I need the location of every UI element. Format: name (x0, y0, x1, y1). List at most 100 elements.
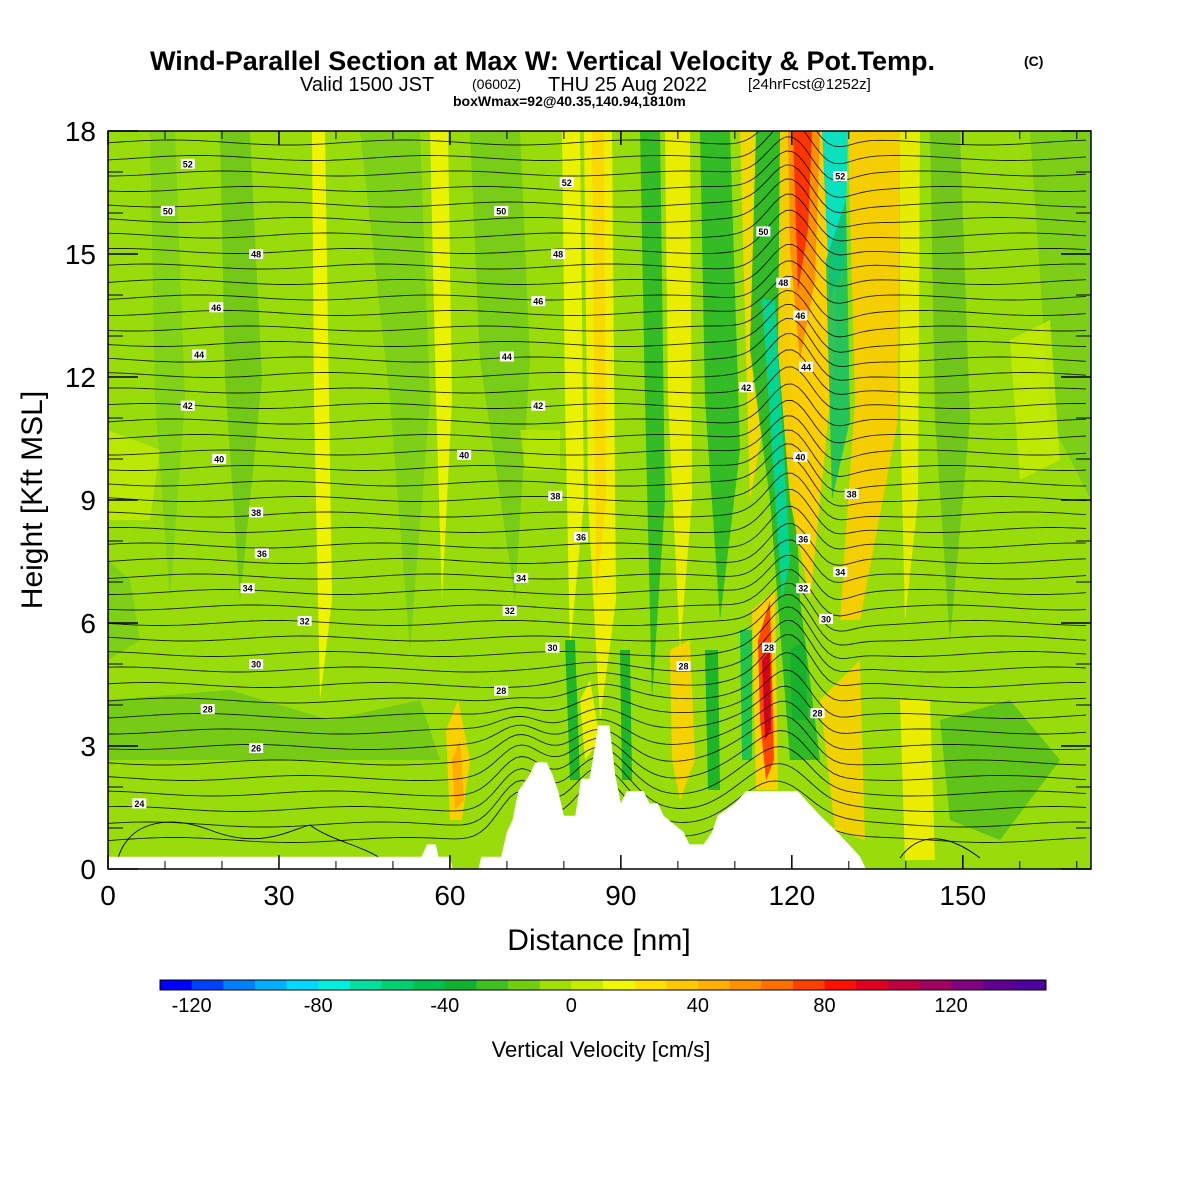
contour-label-bg (209, 302, 224, 313)
colorbar-label: Vertical Velocity [cm/s] (492, 1037, 711, 1062)
contour-label: 50 (758, 227, 768, 237)
contour-label-bg (676, 661, 691, 672)
theta-contour (108, 178, 1087, 228)
theta-contour (108, 488, 1087, 535)
contour-label-bg (756, 226, 771, 237)
contour-label: 28 (764, 643, 774, 653)
y-tick-label: 15 (65, 239, 96, 270)
contour-label: 30 (251, 660, 261, 670)
velocity-band (640, 131, 665, 700)
contour-label-bg (457, 449, 472, 460)
contour-label: 38 (550, 491, 560, 501)
theta-contour (108, 290, 1087, 338)
colorbar-tick-label: 0 (566, 995, 577, 1017)
theta-contour (108, 715, 1087, 766)
y-tick-label: 9 (80, 485, 96, 516)
colorbar-swatch (919, 980, 952, 990)
contour-label: 28 (812, 709, 822, 719)
colorbar-swatch (539, 980, 572, 990)
valid-time: Valid 1500 JST (300, 74, 434, 96)
colorbar-swatch (761, 980, 794, 990)
contour-label-bg (200, 704, 215, 715)
colorbar-swatch (571, 980, 604, 990)
contour-label-bg (494, 205, 509, 216)
contour-label: 36 (257, 549, 267, 559)
contour-label: 44 (502, 352, 512, 362)
colorbar-swatch (318, 980, 351, 990)
theta-contour (108, 226, 1087, 271)
contour-label: 48 (251, 250, 261, 260)
theta-contour (108, 136, 1087, 182)
contour-label: 28 (679, 662, 689, 672)
contour-label-bg (551, 249, 566, 259)
velocity-band (470, 131, 530, 600)
theta-contour (117, 821, 381, 859)
contour-label-bg (132, 798, 147, 809)
contour-label-bg (531, 400, 546, 411)
colorbar-swatch (160, 980, 193, 990)
theta-contour (108, 634, 1087, 688)
contour-label-bg (499, 351, 514, 362)
x-tick-label: 150 (939, 880, 986, 911)
theta-contour (108, 505, 1087, 550)
velocity-band (705, 650, 720, 790)
y-tick-label: 18 (65, 116, 96, 147)
contour-label: 24 (134, 799, 144, 809)
velocity-band (108, 690, 440, 760)
colorbar-swatch (413, 980, 446, 990)
colorbar-swatch (508, 980, 541, 990)
theta-contour (108, 669, 1087, 719)
theta-contour (108, 131, 1087, 165)
colorbar-tick-label: -120 (172, 995, 212, 1017)
velocity-band (565, 640, 580, 780)
colorbar-swatch (254, 980, 288, 990)
contour-label-bg (249, 249, 264, 259)
contour-label-bg (192, 349, 207, 360)
contour-label: 46 (211, 303, 221, 313)
contour-label-bg (844, 488, 859, 499)
theta-contour (108, 260, 1087, 304)
colorbar-swatch (982, 980, 1015, 990)
colorbar-swatch (223, 980, 256, 990)
velocity-band (665, 131, 692, 650)
contour-label: 36 (576, 532, 586, 542)
velocity-band (108, 131, 140, 660)
contour-label: 28 (496, 686, 506, 696)
colorbar-swatch (634, 980, 667, 990)
colorbar-tick-label: 80 (813, 995, 835, 1017)
x-tick-label: 120 (768, 880, 815, 911)
terrain (108, 725, 1091, 869)
contour-label: 46 (533, 297, 543, 307)
velocity-band (750, 131, 820, 760)
contour-label: 34 (516, 573, 526, 583)
colorbar-swatch (286, 980, 319, 990)
contour-label-bg (545, 642, 560, 653)
velocity-band (900, 700, 935, 860)
forecast-info: [24hrFcst@1252z] (748, 76, 871, 93)
colorbar-swatch (444, 980, 477, 990)
theta-contour (108, 303, 1087, 353)
colorbar-swatch (951, 980, 984, 990)
colorbar-swatch (381, 980, 414, 990)
colorbar-swatch (666, 980, 699, 990)
colorbar-swatch (1014, 980, 1047, 990)
theta-contour (108, 131, 1087, 148)
contour-label-bg (793, 451, 808, 462)
theta-contour (108, 472, 1087, 521)
contour-label: 52 (835, 172, 845, 182)
velocity-band (930, 131, 970, 640)
theta-contour (108, 594, 1087, 646)
y-tick-label: 6 (80, 608, 96, 639)
x-tick-label: 60 (434, 880, 465, 911)
theta-contour (108, 606, 1087, 659)
y-tick-label: 12 (65, 362, 96, 393)
x-axis-label: Distance [nm] (507, 924, 690, 957)
contour-label: 34 (835, 567, 845, 577)
contour-label-bg (739, 382, 754, 393)
colorbar-swatch (824, 980, 857, 990)
contour-label-bg (240, 583, 255, 594)
velocity-band (740, 630, 752, 760)
contour-label: 52 (183, 159, 193, 169)
